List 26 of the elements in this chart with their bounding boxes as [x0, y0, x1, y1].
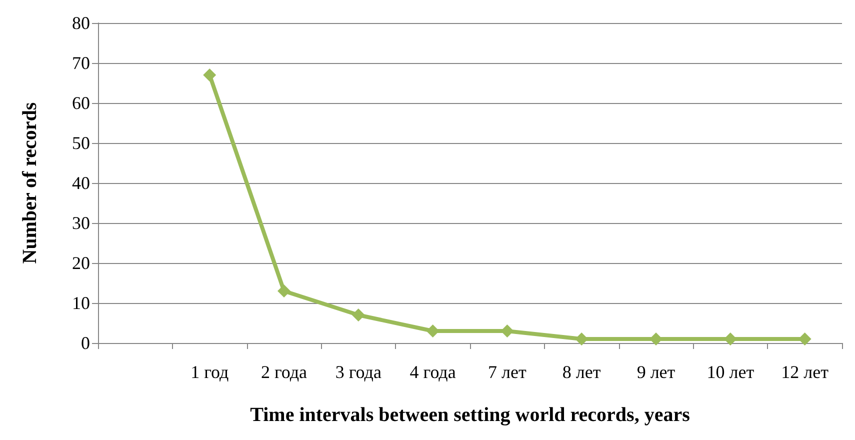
point — [500, 324, 514, 338]
y-tick-label: 40 — [72, 173, 90, 193]
x-tick-label: 4 года — [410, 362, 456, 382]
x-tick-label: 1 год — [190, 362, 229, 382]
x-axis-title: Time intervals between setting world records, years — [250, 404, 690, 426]
y-tick-label: 50 — [72, 133, 90, 153]
x-tick-label: 10 лет — [706, 362, 754, 382]
point — [203, 68, 216, 82]
point — [352, 308, 365, 322]
x-tick-label: 12 лет — [781, 362, 829, 382]
x-tick-label: 2 года — [260, 362, 308, 382]
y-tick-label: 20 — [72, 253, 90, 273]
x-tick-label: 8 лет — [562, 362, 601, 382]
y-tick-label: 80 — [72, 13, 90, 33]
y-tick-label: 60 — [72, 93, 90, 113]
x-tick-label: 9 лет — [636, 362, 676, 382]
y-tick-label: 10 — [72, 293, 90, 313]
point — [278, 284, 290, 298]
y-tick-label: 0 — [81, 333, 90, 353]
x-tick-label: 7 лет — [488, 362, 526, 382]
y-tick-label: 30 — [72, 213, 90, 233]
point — [798, 332, 812, 346]
y-tick-label: 70 — [72, 53, 90, 73]
y-axis-title: Number of records — [19, 102, 41, 264]
x-tick-label: 3 года — [335, 362, 382, 382]
point — [426, 324, 440, 338]
